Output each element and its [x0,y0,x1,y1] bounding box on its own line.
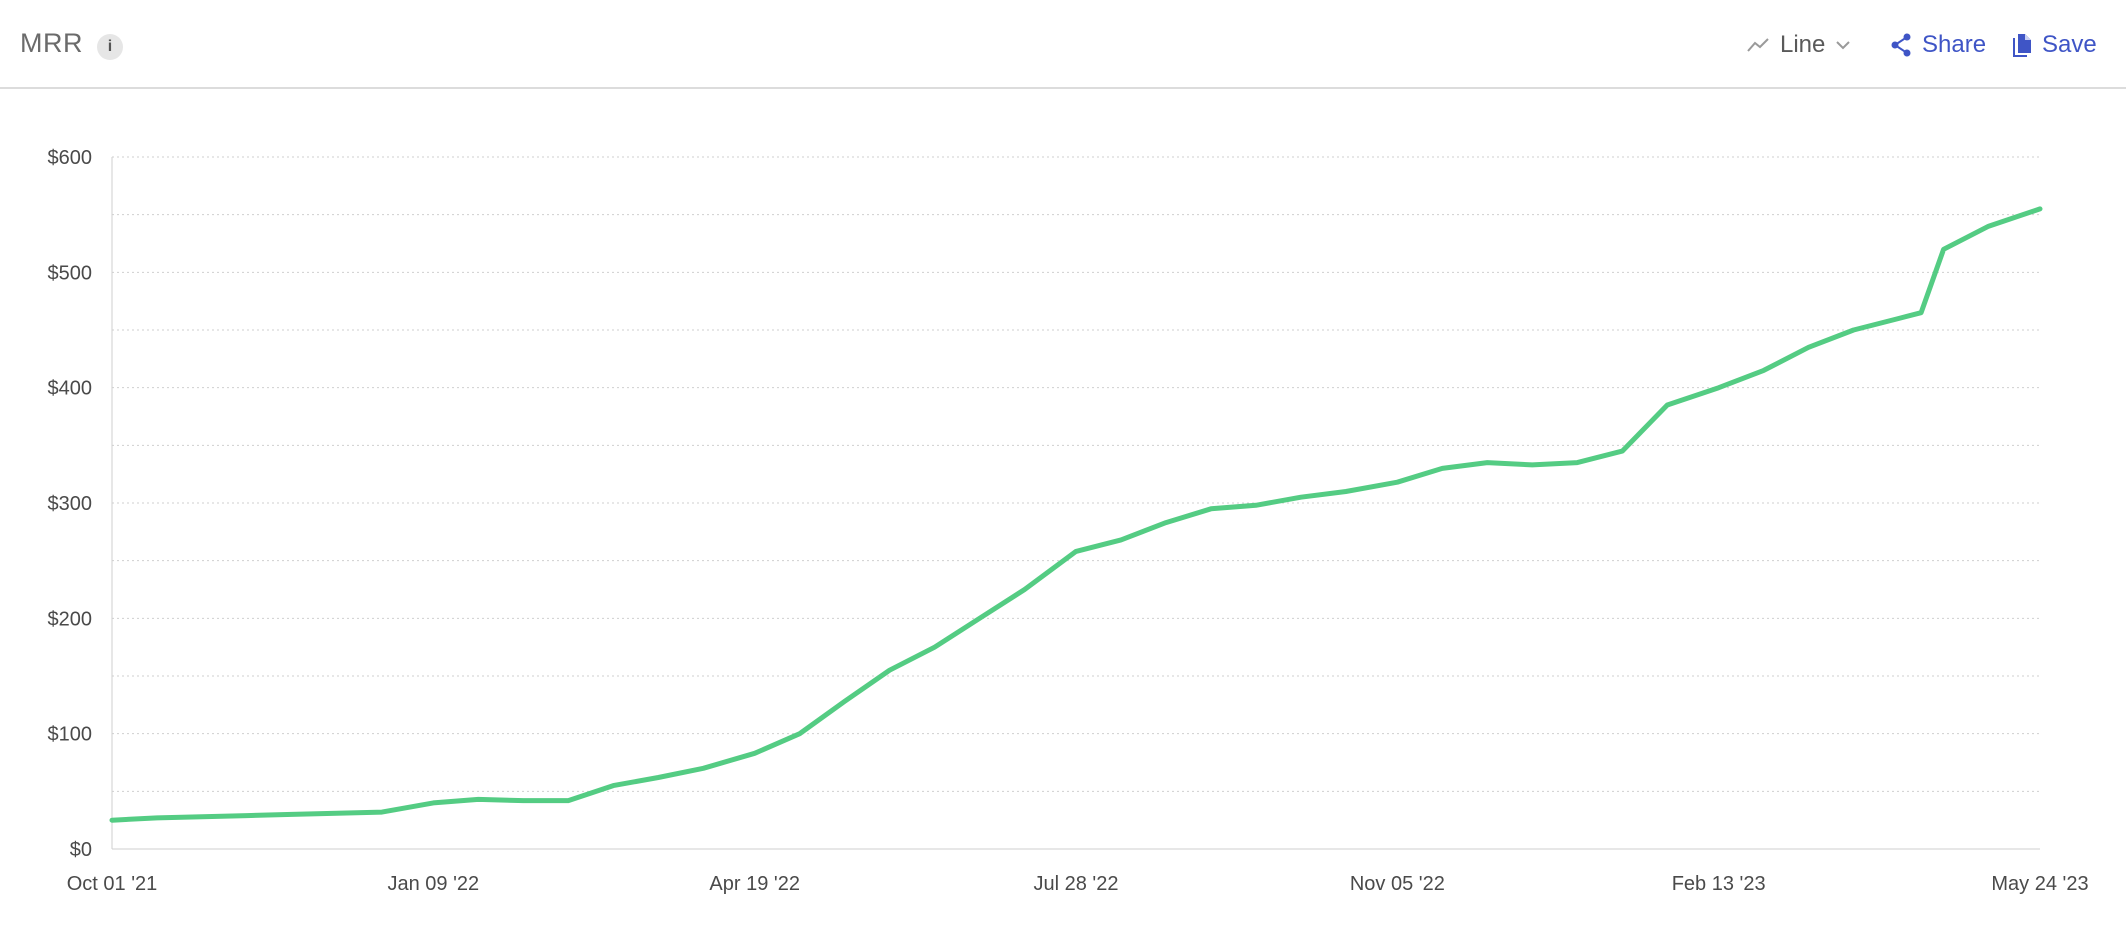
chart-type-dropdown[interactable]: Line [1746,28,1851,62]
x-tick-label: Jul 28 '22 [1034,873,1119,895]
share-button[interactable]: Share [1890,28,1986,62]
y-tick-label: $400 [48,378,93,400]
chart-type-label: Line [1780,31,1826,58]
x-tick-label: Feb 13 '23 [1672,873,1766,895]
document-icon [2013,34,2031,57]
save-label: Save [2042,31,2097,58]
chevron-down-icon [1836,41,1851,50]
chart-header: MRR i Line Share Save [0,0,2126,89]
axes [111,157,2040,850]
y-tick-label: $200 [48,608,93,630]
y-tick-label: $500 [48,262,93,284]
save-button[interactable]: Save [2012,28,2097,62]
mrr-chart: $0 $100 $200 $300 $400 $500 $600 Oct 01 '21 Jan … [0,89,2126,947]
x-tick-label: Jan 09 '22 [387,873,479,895]
y-tick-label: $300 [48,493,93,515]
info-icon[interactable]: i [97,34,123,60]
y-tick-label: $0 [70,839,92,861]
chart-title: MRR [20,28,83,58]
share-label: Share [1922,31,1987,58]
y-tick-label: $600 [48,147,93,169]
y-tick-label: $100 [48,724,93,746]
series [109,206,2043,823]
x-tick-label: Oct 01 '21 [67,873,158,895]
share-icon [1891,33,1911,57]
mrr-series-line [109,206,2043,823]
x-tick-label: Nov 05 '22 [1350,873,1445,895]
x-tick-label: Apr 19 '22 [709,873,800,895]
tick-labels: $0 $100 $200 $300 $400 $500 $600 Oct 01 '21 Jan … [48,147,2089,895]
mrr-line-chart: $0 $100 $200 $300 $400 $500 $600 Oct 01 '21 Jan … [48,147,2089,895]
line-chart-icon [1747,38,1769,52]
grid-lines [112,156,2040,792]
x-tick-label: May 24 '23 [1991,873,2088,895]
